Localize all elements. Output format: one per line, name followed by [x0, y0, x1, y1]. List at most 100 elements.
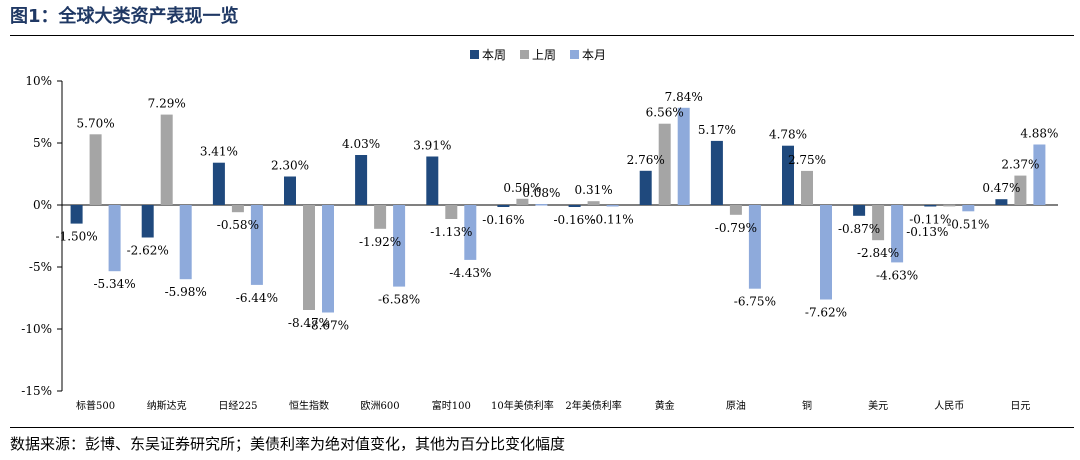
y-tick-label: 10%: [25, 74, 52, 88]
data-label: -5.98%: [165, 285, 207, 299]
data-label: 6.56%: [646, 106, 684, 120]
category-label: 日经225: [218, 399, 257, 412]
data-label: -7.62%: [805, 306, 847, 320]
category-label: 10年美债利率: [491, 399, 554, 412]
data-label: 0.47%: [982, 181, 1020, 195]
bar-this-month: [108, 205, 121, 272]
data-label: -0.11%: [909, 212, 951, 226]
category-label: 日元: [1010, 401, 1030, 412]
bar-this-week: [284, 176, 296, 205]
bar-last-week: [374, 205, 387, 229]
bar-last-week: [160, 114, 173, 205]
bar-this-week: [568, 205, 581, 207]
bar-this-month: [748, 205, 761, 289]
category-label: 欧洲600: [361, 400, 400, 412]
data-label: 5.70%: [77, 116, 115, 130]
legend-label: 本月: [582, 48, 606, 62]
legend-swatch: [470, 50, 479, 59]
data-label: -5.34%: [94, 277, 136, 291]
y-tick-label: -10%: [21, 322, 52, 336]
data-label: -4.43%: [449, 266, 491, 280]
y-tick-label: -15%: [21, 384, 52, 398]
y-axis: -15% -10% -5% 0% 5% 10%: [21, 74, 1058, 398]
data-label: 4.88%: [1020, 127, 1058, 141]
data-label: -0.13%: [906, 225, 948, 239]
bar-last-week: [231, 205, 244, 213]
bar-this-week: [924, 205, 937, 207]
bar-last-week: [445, 205, 458, 219]
data-label: 7.29%: [148, 97, 186, 111]
bar-this-week: [710, 140, 723, 205]
bar-last-week: [516, 198, 529, 205]
category-label: 纳斯达克: [147, 399, 187, 412]
data-label: -8.47%: [288, 316, 330, 330]
bar-this-month: [606, 205, 619, 207]
bar-this-month: [322, 205, 334, 313]
data-label: -1.13%: [430, 225, 472, 239]
data-label: 2.37%: [1001, 158, 1039, 172]
bar-this-week: [782, 145, 794, 205]
data-label: 0.31%: [575, 183, 613, 197]
data-label: -0.11%: [592, 212, 634, 226]
category-label: 黄金: [655, 399, 675, 412]
bar-last-week: [872, 205, 885, 241]
bars-layer: [70, 107, 1046, 313]
bar-this-week: [141, 205, 154, 238]
category-label: 恒生指数: [289, 399, 329, 412]
data-label: -1.92%: [359, 235, 401, 249]
data-label: -0.16%: [482, 213, 524, 227]
data-label: -8.67%: [307, 319, 349, 333]
data-label: -0.79%: [715, 221, 757, 235]
bar-this-month: [393, 205, 406, 287]
data-label: -6.75%: [734, 295, 776, 309]
data-label: 4.03%: [342, 137, 380, 151]
y-tick-label: 0%: [33, 198, 52, 212]
bar-this-week: [355, 155, 368, 205]
category-label: 人民币: [934, 400, 964, 412]
legend-label: 上周: [532, 48, 556, 62]
bottom-rule: [10, 427, 1074, 428]
data-label: -6.44%: [236, 291, 278, 305]
bar-this-month: [464, 205, 477, 260]
y-tick-label: 5%: [33, 136, 52, 150]
bar-this-week: [497, 205, 510, 207]
data-labels-layer: -1.50% 5.70% -5.34% -2.62% 7.29% -5.98% 3.41% -…: [56, 90, 1059, 333]
legend-label: 本周: [482, 48, 506, 62]
data-label: 2.75%: [788, 153, 826, 167]
data-label: 0.50%: [503, 181, 541, 195]
category-label: 2年美债利率: [565, 399, 621, 412]
legend-swatch: [520, 50, 529, 59]
bar-chart: 本周 上周 本月 -15% -10% -5% 0% 5% 10% -1.50% 5.70% -5.…: [21, 48, 1059, 412]
data-label: 5.17%: [698, 123, 736, 137]
data-label: 0.08%: [522, 186, 560, 200]
figure-title: 图1：全球大类资产表现一览: [10, 6, 239, 27]
data-label: -0.16%: [554, 213, 596, 227]
bar-this-week: [639, 170, 652, 205]
data-label: -0.58%: [217, 218, 259, 232]
source-note: 数据来源：彭博、东吴证券研究所；美债利率为绝对值变化，其他为百分比变化幅度: [10, 435, 566, 453]
bar-last-week: [801, 170, 813, 205]
data-label: 3.91%: [413, 139, 451, 153]
bar-this-week: [70, 205, 83, 224]
category-label: 美元: [868, 399, 888, 412]
category-label: 富时100: [432, 399, 471, 412]
data-label: 4.78%: [769, 128, 807, 142]
data-label: -0.51%: [947, 217, 989, 231]
data-label: -0.87%: [838, 222, 880, 236]
data-label: -1.50%: [56, 230, 98, 244]
bar-last-week: [587, 201, 600, 205]
category-label: 原油: [726, 399, 746, 412]
bar-this-month: [250, 205, 263, 285]
data-label: -4.63%: [876, 268, 918, 282]
bar-last-week: [943, 204, 956, 207]
bar-this-month: [179, 205, 192, 280]
data-label: -6.58%: [378, 293, 420, 307]
bar-last-week: [89, 134, 102, 205]
data-label: -2.62%: [127, 244, 169, 258]
bar-this-month: [820, 205, 832, 300]
bar-last-week: [658, 123, 671, 205]
bar-last-week: [1014, 175, 1027, 205]
bar-this-month: [1033, 144, 1046, 205]
legend-swatch: [570, 50, 579, 59]
data-label: 2.76%: [627, 153, 665, 167]
